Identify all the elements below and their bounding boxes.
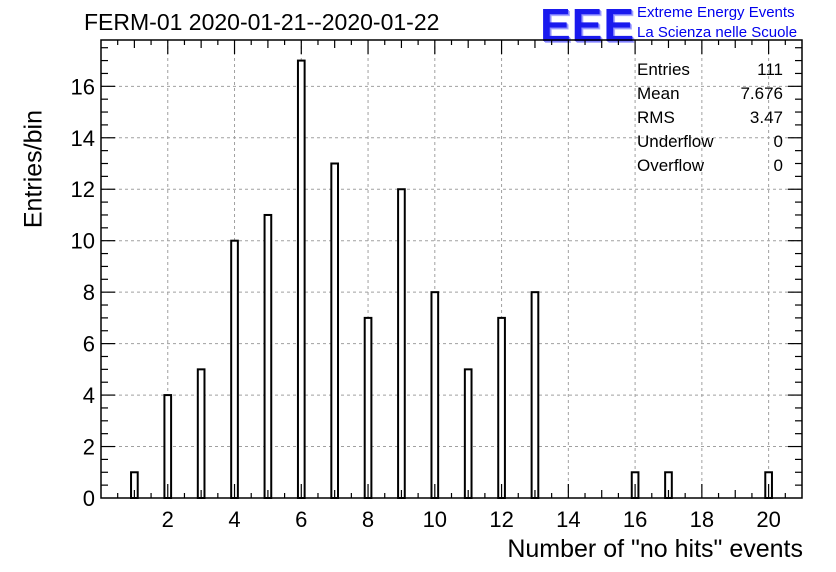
logo-line-1: Extreme Energy Events — [637, 4, 795, 21]
x-tick-label: 4 — [228, 507, 240, 532]
y-tick-label: 4 — [83, 383, 95, 408]
stat-row-overflow: Overflow 0 — [637, 154, 783, 178]
x-tick-label: 10 — [423, 507, 447, 532]
histogram-bar — [230, 239, 239, 499]
y-tick-label: 6 — [83, 332, 95, 357]
stat-value: 7.676 — [740, 84, 783, 103]
x-tick-label: 20 — [756, 507, 780, 532]
stats-box: Entries 111 Mean 7.676 RMS 3.47 Underflow 0 … — [637, 58, 783, 178]
x-tick-label: 12 — [489, 507, 513, 532]
x-tick-label: 14 — [556, 507, 580, 532]
stat-label: Mean — [637, 84, 680, 103]
x-tick-label: 18 — [690, 507, 714, 532]
histogram-bar — [296, 59, 306, 500]
stat-label: Overflow — [637, 156, 705, 175]
x-tick-label: 6 — [295, 507, 307, 532]
stat-value: 0 — [773, 132, 783, 151]
y-tick-label: 12 — [71, 177, 95, 202]
histogram-bar — [430, 291, 440, 500]
histogram-bar — [330, 162, 340, 499]
histogram-bar — [363, 316, 373, 499]
histogram-bar — [163, 394, 173, 499]
x-tick-label: 2 — [162, 507, 174, 532]
stat-row-underflow: Underflow 0 — [637, 130, 783, 154]
x-tick-label: 8 — [362, 507, 374, 532]
logo-line-2: La Scienza nelle Scuole — [637, 24, 798, 41]
stat-row-rms: RMS 3.47 — [637, 106, 783, 130]
stat-label: Underflow — [637, 132, 714, 151]
stat-value: 111 — [757, 60, 783, 79]
chart-title: FERM-01 2020-01-21--2020-01-22 — [84, 9, 440, 35]
x-axis-label: Number of "no hits" events — [507, 535, 803, 563]
stat-label: Entries — [637, 60, 690, 79]
y-tick-label: 10 — [71, 229, 95, 254]
histogram-bar — [530, 291, 540, 500]
stat-row-entries: Entries 111 — [637, 58, 783, 82]
eee-logo-caption: Extreme Energy Events La Scienza nelle S… — [637, 3, 797, 43]
histogram-bar — [397, 188, 406, 499]
stat-value: 3.47 — [749, 108, 783, 127]
y-tick-label: 8 — [83, 280, 95, 305]
y-tick-label: 0 — [83, 486, 95, 511]
histogram-bar — [196, 368, 206, 500]
y-tick-label: 14 — [71, 126, 95, 151]
histogram-bar — [463, 368, 473, 500]
stat-row-mean: Mean 7.676 — [637, 82, 783, 106]
histogram-bar — [263, 213, 273, 500]
y-tick-label: 16 — [71, 74, 95, 99]
y-axis-label: Entries/bin — [19, 110, 48, 229]
y-tick-label: 2 — [83, 435, 95, 460]
stat-value: 0 — [773, 156, 783, 175]
histogram-bar — [497, 316, 506, 499]
x-tick-label: 16 — [623, 507, 647, 532]
stat-label: RMS — [637, 108, 675, 127]
